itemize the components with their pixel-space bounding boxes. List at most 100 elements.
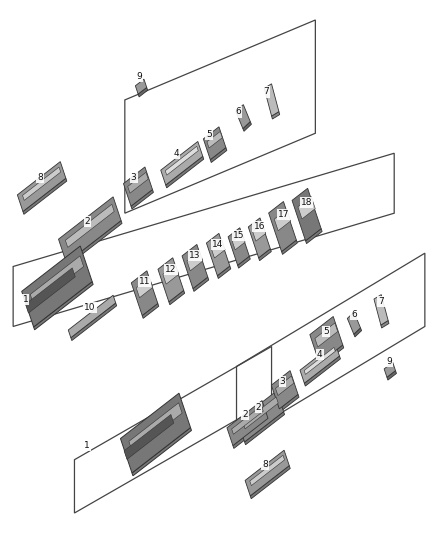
Text: 9: 9: [386, 357, 392, 366]
Polygon shape: [128, 172, 148, 193]
Polygon shape: [68, 295, 116, 338]
Polygon shape: [207, 132, 223, 148]
Text: 4: 4: [174, 149, 179, 158]
Text: 8: 8: [37, 173, 43, 182]
Polygon shape: [120, 393, 191, 473]
Text: 3: 3: [279, 377, 286, 385]
Polygon shape: [34, 281, 93, 330]
Text: 14: 14: [212, 240, 224, 249]
Polygon shape: [163, 264, 179, 284]
Polygon shape: [193, 277, 209, 292]
Polygon shape: [268, 201, 297, 252]
Polygon shape: [245, 450, 289, 496]
Text: 13: 13: [189, 252, 201, 260]
Polygon shape: [232, 406, 263, 434]
Polygon shape: [158, 258, 184, 302]
Polygon shape: [279, 394, 299, 411]
Polygon shape: [306, 229, 322, 244]
Polygon shape: [319, 345, 344, 366]
Polygon shape: [232, 233, 245, 250]
Polygon shape: [304, 348, 336, 375]
Text: 1: 1: [22, 295, 28, 304]
Polygon shape: [131, 271, 158, 316]
Polygon shape: [59, 197, 121, 263]
Polygon shape: [236, 104, 250, 128]
Text: 4: 4: [317, 350, 322, 359]
Polygon shape: [187, 251, 203, 271]
Polygon shape: [347, 312, 360, 334]
Polygon shape: [384, 362, 396, 377]
Polygon shape: [182, 245, 208, 288]
Text: 9: 9: [136, 72, 142, 81]
Polygon shape: [166, 156, 204, 188]
Text: 10: 10: [84, 303, 95, 312]
Polygon shape: [238, 256, 250, 268]
Text: 15: 15: [233, 231, 244, 240]
Polygon shape: [22, 167, 61, 200]
Polygon shape: [25, 268, 75, 313]
Text: 16: 16: [254, 222, 265, 231]
Polygon shape: [387, 370, 396, 380]
Polygon shape: [129, 403, 182, 451]
Polygon shape: [238, 391, 283, 442]
Text: 2: 2: [85, 217, 90, 225]
Polygon shape: [165, 146, 198, 175]
Polygon shape: [315, 323, 338, 347]
Polygon shape: [253, 224, 266, 241]
Polygon shape: [131, 190, 153, 209]
Text: 3: 3: [131, 173, 137, 182]
Polygon shape: [248, 218, 270, 258]
Polygon shape: [374, 295, 388, 325]
Polygon shape: [381, 320, 389, 328]
Polygon shape: [132, 427, 191, 476]
Polygon shape: [272, 370, 298, 409]
Polygon shape: [300, 343, 339, 383]
Polygon shape: [138, 87, 148, 97]
Text: 18: 18: [301, 198, 312, 207]
Text: 7: 7: [378, 297, 384, 305]
Polygon shape: [354, 328, 362, 337]
Polygon shape: [71, 303, 117, 341]
Polygon shape: [203, 127, 226, 160]
Polygon shape: [272, 111, 280, 119]
Polygon shape: [124, 167, 152, 206]
Polygon shape: [65, 204, 114, 247]
Polygon shape: [67, 221, 122, 266]
Polygon shape: [210, 148, 227, 163]
Polygon shape: [228, 228, 249, 265]
Text: 5: 5: [206, 130, 212, 139]
Polygon shape: [304, 356, 340, 386]
Polygon shape: [211, 240, 225, 258]
Polygon shape: [244, 411, 285, 445]
Polygon shape: [22, 246, 92, 327]
Polygon shape: [243, 122, 251, 131]
Text: 6: 6: [351, 310, 357, 319]
Polygon shape: [243, 397, 278, 429]
Polygon shape: [274, 209, 291, 231]
Polygon shape: [124, 415, 174, 459]
Text: 8: 8: [262, 460, 268, 469]
Text: 17: 17: [278, 210, 290, 219]
Text: 6: 6: [235, 108, 241, 116]
Polygon shape: [135, 79, 147, 94]
Polygon shape: [227, 401, 268, 446]
Text: 5: 5: [323, 327, 329, 336]
Polygon shape: [142, 303, 159, 318]
Polygon shape: [292, 188, 321, 241]
Polygon shape: [206, 233, 230, 276]
Text: 2: 2: [243, 410, 248, 419]
Polygon shape: [298, 197, 315, 219]
Polygon shape: [310, 317, 343, 363]
Polygon shape: [264, 84, 279, 116]
Polygon shape: [258, 249, 271, 261]
Text: 12: 12: [165, 265, 177, 273]
Polygon shape: [169, 290, 185, 305]
Polygon shape: [161, 141, 203, 185]
Polygon shape: [282, 240, 297, 254]
Polygon shape: [250, 455, 285, 486]
Polygon shape: [18, 161, 66, 212]
Polygon shape: [136, 278, 153, 298]
Polygon shape: [30, 256, 84, 305]
Text: 2: 2: [256, 403, 261, 412]
Text: 7: 7: [263, 87, 269, 96]
